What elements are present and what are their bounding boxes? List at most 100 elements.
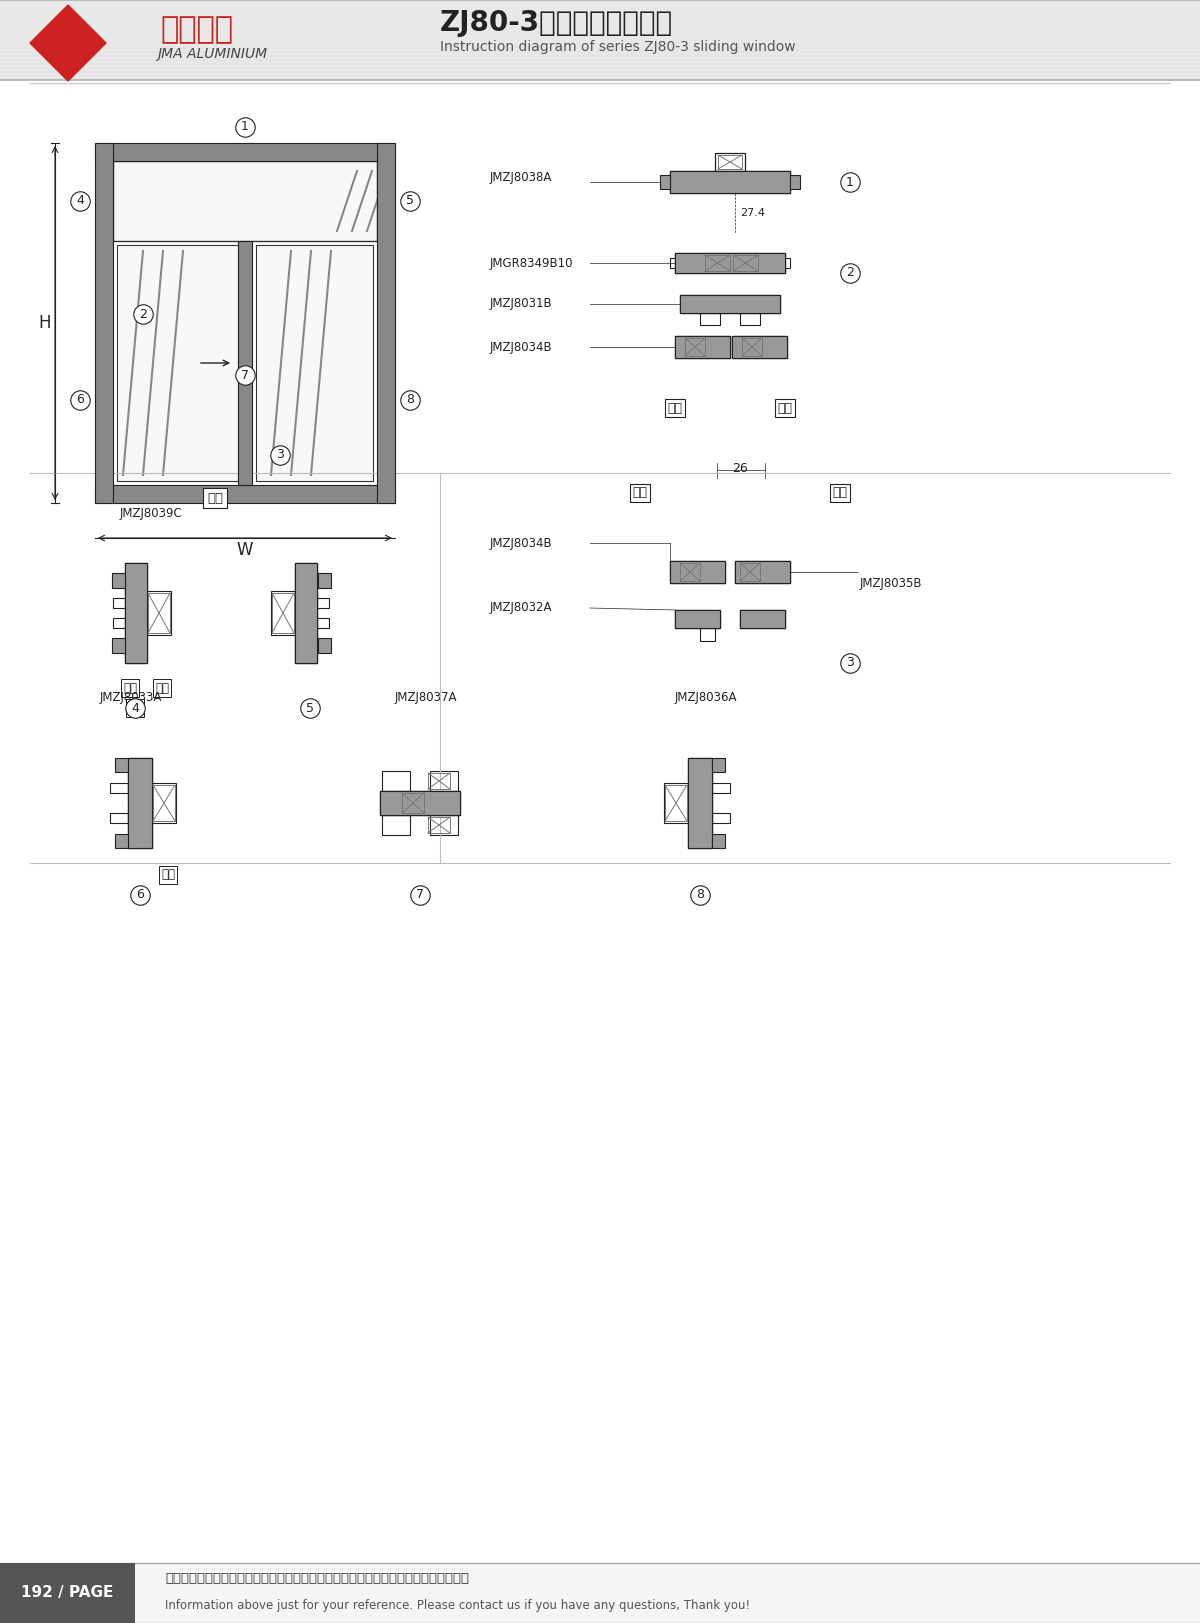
Bar <box>740 313 760 325</box>
Bar <box>790 175 800 188</box>
Bar <box>674 336 730 359</box>
Bar <box>712 758 725 773</box>
Text: Instruction diagram of series ZJ80-3 sliding window: Instruction diagram of series ZJ80-3 sli… <box>440 41 796 54</box>
Bar <box>318 573 331 588</box>
Text: 室内: 室内 <box>632 487 648 500</box>
Text: JMZJ8039C: JMZJ8039C <box>120 506 182 519</box>
Text: 图中所示型材截面、装配、编号、尺寸及重量仅供参考。如有疑问，请向本公司查询。: 图中所示型材截面、装配、编号、尺寸及重量仅供参考。如有疑问，请向本公司查询。 <box>166 1571 469 1584</box>
Text: 4: 4 <box>76 195 84 208</box>
Text: 5: 5 <box>406 195 414 208</box>
Text: 室内: 室内 <box>128 701 142 714</box>
Text: 室外: 室外 <box>161 868 175 881</box>
Bar <box>128 758 152 847</box>
Polygon shape <box>30 5 106 81</box>
Text: 2: 2 <box>139 308 146 321</box>
Bar <box>152 782 176 823</box>
Bar <box>688 758 712 847</box>
Text: 室外: 室外 <box>833 487 847 500</box>
Text: 1: 1 <box>241 120 248 133</box>
Text: 室内: 室内 <box>208 492 223 505</box>
Bar <box>734 562 790 583</box>
Text: 3: 3 <box>276 448 284 461</box>
Bar <box>732 336 787 359</box>
Bar <box>317 597 329 609</box>
Bar <box>115 758 128 773</box>
Bar <box>110 813 128 823</box>
Bar <box>740 610 785 628</box>
Bar <box>382 771 410 790</box>
Bar <box>402 794 424 813</box>
Text: 27.4: 27.4 <box>740 208 766 217</box>
Bar <box>670 170 790 193</box>
Bar <box>700 313 720 325</box>
Bar <box>674 610 720 628</box>
Bar <box>674 253 785 273</box>
Bar <box>688 758 712 847</box>
Bar <box>112 638 125 652</box>
Bar <box>380 790 460 815</box>
Text: 7: 7 <box>416 888 424 901</box>
Bar <box>670 170 790 193</box>
Bar <box>318 638 331 652</box>
Bar <box>685 338 706 355</box>
Text: JMZJ8035B: JMZJ8035B <box>860 576 923 589</box>
Bar <box>113 161 377 240</box>
Bar <box>712 782 730 794</box>
Bar <box>670 258 678 268</box>
Text: JMZJ8032A: JMZJ8032A <box>490 602 552 615</box>
Text: JMZJ8034B: JMZJ8034B <box>490 537 553 550</box>
Text: 4: 4 <box>131 701 139 714</box>
Bar <box>380 790 460 815</box>
Bar <box>670 562 725 583</box>
Bar <box>700 628 715 641</box>
Text: H: H <box>38 313 52 333</box>
Bar <box>0 0 1200 80</box>
Text: 7: 7 <box>241 368 250 381</box>
Bar <box>660 175 670 188</box>
Text: 3: 3 <box>846 656 854 670</box>
Bar <box>115 834 128 847</box>
Text: 8: 8 <box>406 393 414 406</box>
Bar <box>734 562 790 583</box>
Bar <box>271 591 295 635</box>
Bar <box>112 573 125 588</box>
Bar <box>154 786 175 821</box>
Text: JMZJ8031B: JMZJ8031B <box>490 297 553 310</box>
Bar <box>674 336 730 359</box>
Bar <box>0 1563 1200 1623</box>
Bar <box>718 156 742 169</box>
Text: 5: 5 <box>306 701 314 714</box>
Bar <box>740 563 760 581</box>
Bar <box>377 143 395 503</box>
Text: JMZJ8037A: JMZJ8037A <box>395 691 457 704</box>
Bar <box>680 563 700 581</box>
Bar <box>715 153 745 170</box>
Text: 192 / PAGE: 192 / PAGE <box>20 1586 113 1600</box>
Bar <box>125 563 148 664</box>
Bar <box>428 816 450 833</box>
Text: 6: 6 <box>76 393 84 406</box>
Text: 8: 8 <box>696 888 704 901</box>
Text: JMZJ8036A: JMZJ8036A <box>674 691 738 704</box>
Bar <box>256 245 373 480</box>
Text: 1: 1 <box>846 175 854 188</box>
Bar <box>295 563 317 664</box>
Bar <box>674 253 785 273</box>
Bar <box>317 618 329 628</box>
Text: W: W <box>236 540 253 558</box>
Bar <box>128 758 152 847</box>
Bar <box>113 597 125 609</box>
Bar <box>125 563 148 664</box>
Bar <box>430 815 458 834</box>
Bar <box>118 245 238 480</box>
Bar <box>674 610 720 628</box>
Text: Information above just for your reference. Please contact us if you have any que: Information above just for your referenc… <box>166 1599 750 1612</box>
Text: JMGR8349B10: JMGR8349B10 <box>490 256 574 269</box>
Text: 室内: 室内 <box>124 682 137 695</box>
Bar <box>680 295 780 313</box>
Text: JMA ALUMINIUM: JMA ALUMINIUM <box>157 47 268 62</box>
Text: ZJ80-3系列推拉窗结构图: ZJ80-3系列推拉窗结构图 <box>440 10 673 37</box>
Bar <box>706 255 730 271</box>
Text: 室内: 室内 <box>667 401 683 414</box>
Bar <box>148 592 170 633</box>
